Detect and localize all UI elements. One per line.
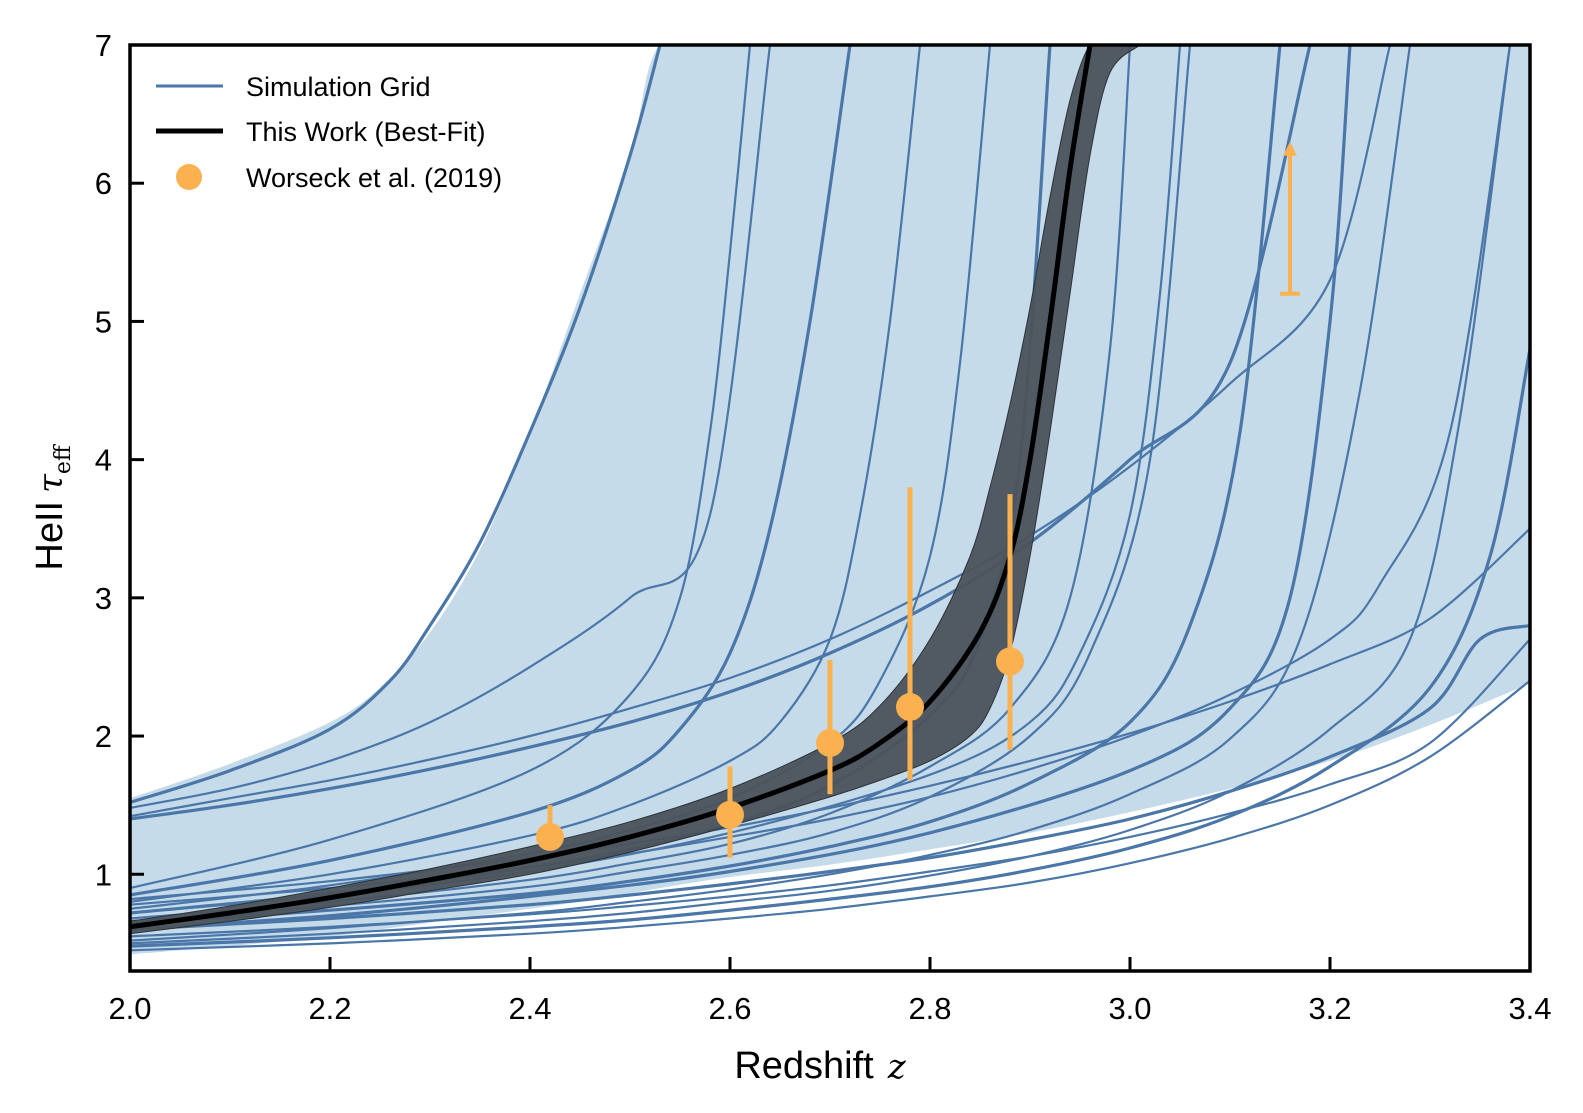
x-tick-label: 2.8 xyxy=(908,991,951,1026)
data-point-1 xyxy=(716,800,744,829)
plot-frame xyxy=(128,43,1532,973)
x-axis-symbol: z xyxy=(887,1047,907,1087)
x-tick-label: 2.0 xyxy=(108,991,151,1026)
y-tick-label: 6 xyxy=(95,166,112,201)
data-point-2 xyxy=(816,728,844,757)
data-point-0 xyxy=(536,822,564,851)
simulation-grid-line-17 xyxy=(130,45,1512,945)
x-tick-label: 2.4 xyxy=(508,991,551,1026)
simulation-grid-line-1 xyxy=(130,45,772,809)
simulation-grid-line-9 xyxy=(130,45,852,897)
y-axis-symbol: τ xyxy=(31,473,71,493)
lower-limit-arrowhead-0 xyxy=(1283,141,1297,156)
legend-swatch-worseck xyxy=(176,164,202,190)
x-tick-label: 3.2 xyxy=(1308,991,1351,1026)
x-axis-label: Redshift z xyxy=(734,1045,906,1087)
x-tick-label: 2.6 xyxy=(708,991,751,1026)
x-tick-label: 3.0 xyxy=(1108,991,1151,1026)
y-axis: 1 2 3 4 5 6 7 xyxy=(95,28,144,892)
legend-label-best-fit: This Work (Best-Fit) xyxy=(246,117,486,147)
simulation-grid-line-19 xyxy=(130,45,752,890)
y-tick-label: 3 xyxy=(95,581,112,616)
y-tick-label: 2 xyxy=(95,719,112,754)
simulation-grid-line-10 xyxy=(130,45,922,903)
data-point-3 xyxy=(896,693,924,722)
x-tick-label: 2.2 xyxy=(308,991,351,1026)
data-point-4 xyxy=(996,647,1024,676)
y-tick-label: 5 xyxy=(95,304,112,339)
simulation-grid-line-6 xyxy=(130,623,1530,932)
worseck-data-points xyxy=(536,141,1300,858)
x-tick-label: 3.4 xyxy=(1508,991,1551,1026)
simulation-grid-line-18 xyxy=(130,348,1530,948)
best-fit-line xyxy=(130,45,1093,930)
plot-area xyxy=(130,45,1530,955)
simulation-grid-line-8 xyxy=(130,679,1530,952)
y-tick-label: 1 xyxy=(95,857,112,892)
legend: Simulation Grid This Work (Best-Fit) Wor… xyxy=(156,72,502,193)
x-axis: 2.0 2.2 2.4 2.6 2.8 3.0 3.2 3.4 xyxy=(108,957,1552,1026)
y-axis-subscript: eff xyxy=(51,444,76,474)
simulation-grid-line-0 xyxy=(130,45,662,804)
y-tick-label: 4 xyxy=(95,443,112,478)
simulation-grid-line-15 xyxy=(130,45,1282,926)
simulation-grid-line-3 xyxy=(130,45,1312,821)
x-axis-label-text: Redshift xyxy=(734,1045,874,1087)
y-tick-label: 7 xyxy=(95,28,112,63)
y-axis-label: HeII τeff xyxy=(29,444,76,571)
simulation-grid-line-14 xyxy=(130,45,1192,923)
simulation-grid-envelope xyxy=(130,45,1530,955)
y-axis-label-text: HeII xyxy=(29,501,71,571)
simulation-grid-line-13 xyxy=(130,45,1132,920)
simulation-grid-line-21 xyxy=(130,45,1352,932)
legend-label-simulation-grid: Simulation Grid xyxy=(246,72,431,102)
simulation-grid-line-16 xyxy=(130,45,1412,942)
legend-label-worseck: Worseck et al. (2019) xyxy=(246,163,502,193)
